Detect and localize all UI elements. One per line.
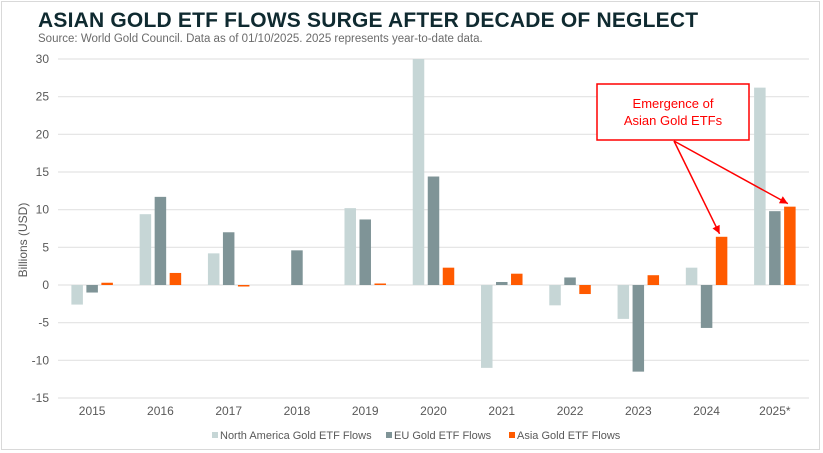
legend: North America Gold ETF Flows EU Gold ETF … — [212, 430, 621, 442]
bar-asia-gold-etf-flows2021 — [511, 273, 523, 285]
annotation: Emergence of Asian Gold ETFs — [596, 83, 789, 235]
x-tick-label: 2017 — [215, 404, 242, 418]
x-tick-label: 2021 — [488, 404, 515, 418]
arrowhead-icon — [778, 196, 788, 204]
legend-swatch — [509, 432, 515, 438]
x-tick-label: 2025* — [759, 404, 791, 418]
y-tick-label: -5 — [38, 316, 49, 330]
bar-north-america-gold-etf-flows2017 — [207, 253, 220, 285]
bar-eu-gold-etf-flows2017 — [222, 232, 235, 285]
legend-label: EU Gold ETF Flows — [394, 430, 492, 442]
bar-eu-gold-etf-flows2015 — [86, 285, 98, 293]
y-tick-label: -15 — [32, 391, 50, 405]
x-tick-label: 2023 — [625, 404, 652, 418]
bar-asia-gold-etf-flows2023 — [647, 275, 660, 285]
bar-asia-gold-etf-flows2020 — [442, 267, 455, 285]
arrowhead-icon — [712, 224, 720, 234]
bar-north-america-gold-etf-flows2024 — [685, 267, 698, 285]
bar-asia-gold-etf-flows2025 — [784, 206, 796, 285]
bar-eu-gold-etf-flows2018 — [291, 250, 303, 285]
y-tick-label: 0 — [42, 278, 49, 292]
legend-swatch — [386, 432, 392, 438]
legend-label: Asia Gold ETF Flows — [517, 430, 621, 442]
bar-asia-gold-etf-flows2017 — [237, 285, 250, 287]
bar-asia-gold-etf-flows2016 — [169, 272, 182, 285]
bar-eu-gold-etf-flows2021 — [496, 281, 508, 285]
annotation-line-1: Emergence of — [633, 96, 714, 111]
bar-north-america-gold-etf-flows2016 — [139, 214, 152, 285]
x-tick-label: 2022 — [557, 404, 584, 418]
annotation-arrows — [673, 140, 789, 235]
bar-eu-gold-etf-flows2024 — [700, 285, 713, 328]
bar-north-america-gold-etf-flows2022 — [549, 285, 561, 306]
y-tick-label: 10 — [36, 203, 50, 217]
annotation-box — [596, 83, 750, 141]
x-tick-label: 2020 — [420, 404, 447, 418]
x-tick-label: 2016 — [147, 404, 174, 418]
bar-eu-gold-etf-flows2016 — [154, 196, 167, 285]
x-tick-label: 2024 — [693, 404, 720, 418]
x-tick-label: 2019 — [352, 404, 379, 418]
annotation-arrow — [673, 140, 789, 205]
y-tick-label: 30 — [36, 52, 50, 66]
y-tick-label: 25 — [36, 90, 50, 104]
y-axis-ticks: 30 25 20 15 10 5 0 -5 -10 -15 — [32, 52, 50, 405]
bar-north-america-gold-etf-flows2020 — [412, 59, 425, 285]
bar-eu-gold-etf-flows2019 — [359, 219, 371, 285]
bar-asia-gold-etf-flows2019 — [374, 283, 386, 285]
x-tick-label: 2018 — [284, 404, 311, 418]
bars — [71, 59, 796, 372]
annotation-arrow — [673, 140, 721, 235]
y-tick-label: -10 — [32, 353, 50, 367]
y-tick-label: 5 — [42, 240, 49, 254]
bar-north-america-gold-etf-flows2021 — [481, 285, 493, 368]
chart-subtitle: Source: World Gold Council. Data as of 0… — [38, 33, 483, 45]
bar-asia-gold-etf-flows2024 — [715, 236, 728, 285]
bar-asia-gold-etf-flows2015 — [101, 282, 113, 285]
y-axis-label: Billions (USD) — [16, 203, 30, 278]
y-tick-label: 15 — [36, 165, 50, 179]
chart-title: ASIAN GOLD ETF FLOWS SURGE AFTER DECADE … — [38, 9, 699, 32]
y-tick-label: 20 — [36, 127, 50, 141]
bar-eu-gold-etf-flows2022 — [564, 277, 576, 285]
bar-north-america-gold-etf-flows2015 — [71, 285, 83, 305]
bar-eu-gold-etf-flows2025 — [769, 211, 781, 285]
legend-swatch — [212, 432, 218, 438]
bar-eu-gold-etf-flows2020 — [427, 176, 440, 285]
bar-eu-gold-etf-flows2023 — [632, 285, 645, 372]
x-axis-ticks: 2015 2016 2017 2018 2019 2020 2021 2022 2023 2024… — [79, 404, 791, 418]
bar-north-america-gold-etf-flows2023 — [617, 285, 630, 319]
bar-asia-gold-etf-flows2022 — [579, 285, 591, 295]
annotation-line-2: Asian Gold ETFs — [624, 113, 723, 128]
bar-north-america-gold-etf-flows2019 — [344, 208, 356, 285]
legend-label: North America Gold ETF Flows — [220, 430, 372, 442]
bar-north-america-gold-etf-flows2025 — [754, 87, 766, 285]
x-tick-label: 2015 — [79, 404, 106, 418]
